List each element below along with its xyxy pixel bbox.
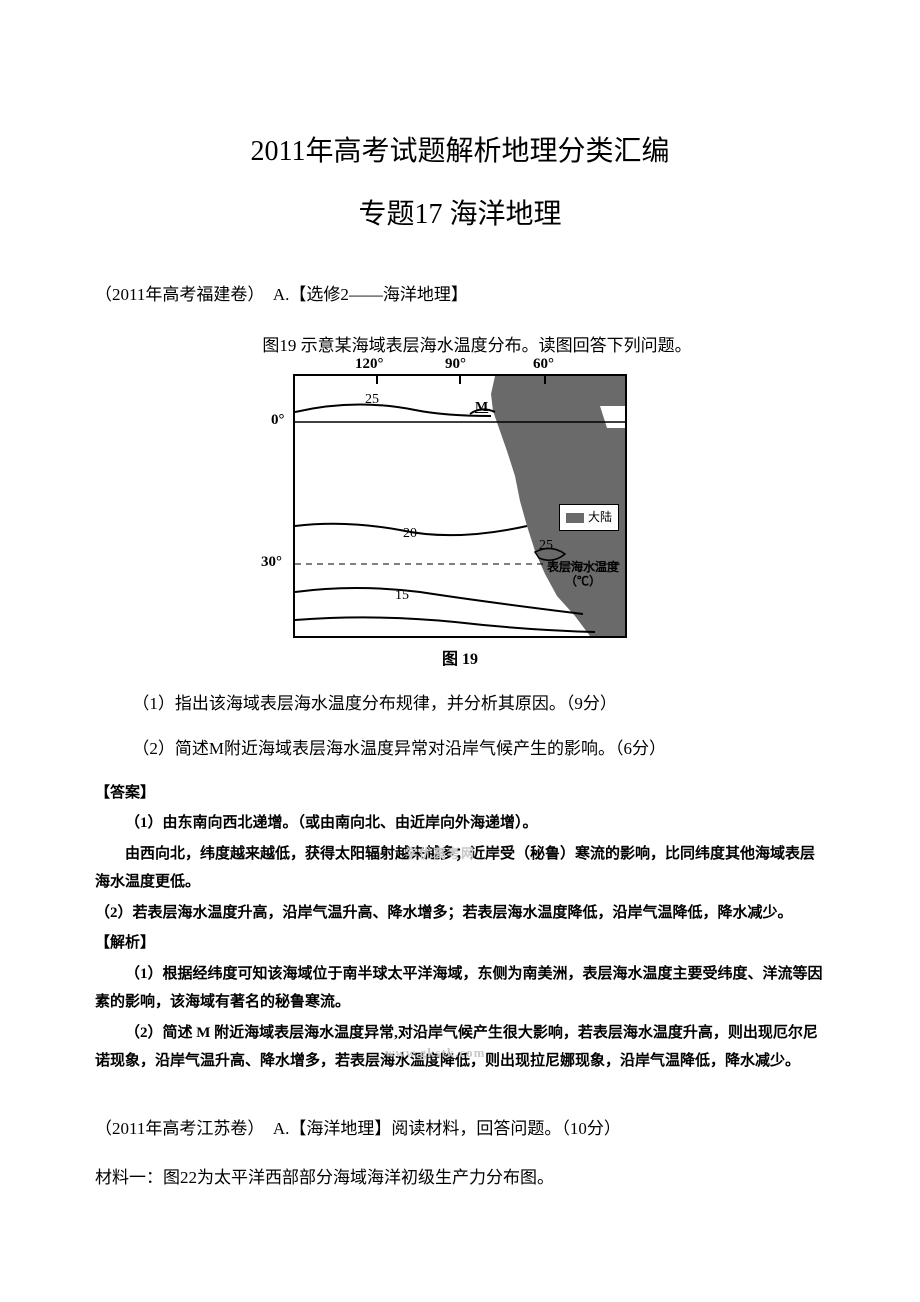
lat-0: 0° <box>271 412 285 429</box>
figure19-wrap: 120° 90° 60° 0° 30° 25 M 20 25 15 大陆 表层海… <box>95 374 825 669</box>
main-title: 2011年高考试题解析地理分类汇编 <box>95 129 825 169</box>
exp1: （1）根据经纬度可知该海域位于南半球太平洋海域，东侧为南美洲，表层海水温度主要受… <box>95 966 823 1011</box>
section2-source: （2011年高考江苏卷） A.【海洋地理】阅读材料，回答问题。（10分） <box>95 1114 825 1139</box>
iso-25b: 25 <box>539 538 553 554</box>
fig19-caption: 图 19 <box>95 645 825 669</box>
ans1-l1: （1）由东南向西北递增。（或由南向北、由近岸向外海递增）。 <box>95 809 825 838</box>
legend-temp: 表层海水温度 （℃） <box>547 560 619 589</box>
iso-15: 15 <box>395 588 409 604</box>
ans-head: 【答案】 <box>95 779 825 808</box>
lon-120: 120° <box>355 356 384 373</box>
isotherm-15 <box>295 588 583 614</box>
lon-90: 90° <box>445 356 466 373</box>
legend-temp-l2: （℃） <box>547 574 619 588</box>
lon-60: 60° <box>533 356 554 373</box>
legend-temp-l1: 表层海水温度 <box>547 560 619 574</box>
q1: （1）指出该海域表层海水温度分布规律，并分析其原因。（9分） <box>95 689 825 714</box>
legend-land-label: 大陆 <box>588 510 612 524</box>
land-swatch-icon <box>566 513 584 523</box>
m-label: M <box>475 400 488 416</box>
section1-source: （2011年高考福建卷） A.【选修2——海洋地理】 <box>95 280 825 305</box>
section1-intro: 图19 示意某海域表层海水温度分布。读图回答下列问题。 <box>95 331 825 356</box>
iso-20: 20 <box>403 526 417 542</box>
legend-land: 大陆 <box>559 504 619 531</box>
answer-block: 【答案】 （1）由东南向西北递增。（或由南向北、由近岸向外海递增）。 由西向北，… <box>95 779 825 1076</box>
iso-25a: 25 <box>365 392 379 408</box>
material-1: 材料一：图22为太平洋西部部分海域海洋初级生产力分布图。 <box>95 1163 825 1188</box>
q2: （2）简述M附近海域表层海水温度异常对沿岸气候产生的影响。（6分） <box>95 734 825 759</box>
exp-head: 【解析】 <box>95 929 825 958</box>
exp2: （2）简述 M 附近海域表层海水温度异常,对沿岸气候产生很大影响，若表层海水温度… <box>95 1025 818 1070</box>
ans2: （2）若表层海水温度升高，沿岸气温升高、降水增多；若表层海水温度降低，沿岸气温降… <box>95 899 825 928</box>
isotherm-25-top <box>295 404 491 416</box>
lat-30: 30° <box>261 554 282 571</box>
figure19: 120° 90° 60° 0° 30° 25 M 20 25 15 大陆 表层海… <box>293 374 627 638</box>
sub-title: 专题17 海洋地理 <box>95 192 825 232</box>
ans1-l2: 由西向北，纬度越来越低，获得太阳辐射越来越多；近岸受（秘鲁）寒流的影响，比同纬度… <box>95 846 815 891</box>
